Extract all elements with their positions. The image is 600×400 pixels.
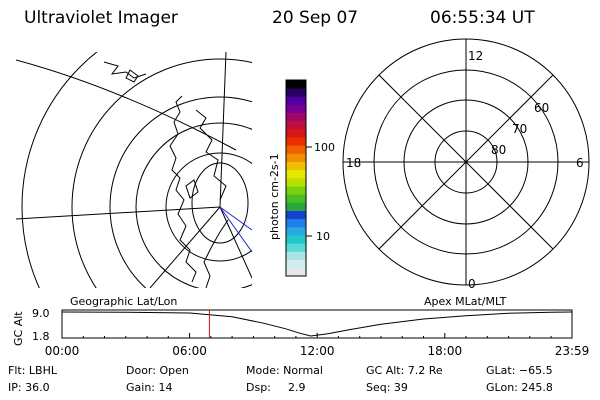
gain-status: Gain: 14 — [126, 381, 173, 394]
colorbar-swatch — [286, 137, 306, 146]
lat-circle — [165, 152, 252, 262]
colorbar-swatch — [286, 259, 306, 269]
colorbar-swatch — [286, 178, 306, 187]
mode-status: Mode: Normal — [246, 364, 323, 377]
timeline-xtick: 18:00 — [428, 344, 463, 358]
colorbar-swatch — [286, 80, 306, 89]
lat-circle — [71, 58, 252, 288]
polar-label-left: 18 — [346, 156, 361, 170]
island-outline — [125, 69, 139, 83]
geographic-map — [16, 52, 252, 288]
date-label: 20 Sep 07 — [272, 8, 359, 28]
timeline-xtick: 12:00 — [300, 344, 335, 358]
gc-alt-status: GC Alt: 7.2 Re — [366, 364, 443, 377]
polar-ring-label-60: 60 — [534, 101, 549, 115]
colorbar-swatch — [286, 251, 306, 260]
instrument-title: Ultraviolet Imager — [24, 8, 178, 28]
lat-circle — [135, 122, 252, 288]
oval-circle — [191, 162, 249, 244]
island-outline — [103, 61, 147, 79]
direction-line — [219, 206, 252, 253]
colorbar-swatch — [286, 88, 306, 97]
colorbar-swatch — [286, 112, 306, 122]
colorbar-unit-label: photon cm-2s-1 — [268, 153, 281, 240]
colorbar-swatch — [286, 210, 306, 220]
timeline-left-title: Geographic Lat/Lon — [70, 295, 177, 308]
colorbar-swatch — [286, 120, 306, 130]
polar-label-top: 12 — [468, 49, 483, 63]
colorbar-swatch — [286, 194, 306, 203]
seq-status: Seq: 39 — [366, 381, 408, 394]
time-label: 06:55:34 UT — [430, 8, 535, 28]
meridian-line — [219, 52, 227, 208]
colorbar-swatch — [286, 243, 306, 252]
island-outline — [185, 179, 199, 199]
ip-status: IP: 36.0 — [8, 381, 50, 394]
coastline — [195, 109, 227, 201]
colorbar-swatch — [286, 169, 306, 179]
lat-circle — [109, 96, 252, 288]
lat-arc — [16, 59, 237, 151]
colorbar-swatch — [286, 227, 306, 236]
colorbar-swatch — [286, 235, 306, 244]
door-status: Door: Open — [126, 364, 189, 377]
timeline-xtick: 23:59 — [555, 344, 590, 358]
timeline-ticks — [61, 333, 573, 338]
lat-circle — [21, 52, 98, 288]
colorbar-tick-10: 10 — [316, 230, 330, 243]
polar-label-right: 6 — [576, 156, 584, 170]
colorbar — [286, 80, 306, 277]
timeline-ylabel: GC Alt — [12, 311, 25, 346]
timeline-xtick: 00:00 — [45, 344, 80, 358]
timeline-ytick-top: 9.0 — [32, 307, 50, 320]
colorbar-swatch — [286, 267, 306, 277]
meridian-line — [219, 206, 252, 279]
colorbar-swatch — [286, 129, 306, 138]
timeline-ytick-bottom: 1.8 — [32, 330, 50, 343]
direction-line — [219, 206, 252, 231]
polar-diagonal — [378, 74, 554, 250]
meridian-line — [16, 206, 221, 220]
colorbar-swatch — [286, 96, 306, 105]
colorbar-swatch — [286, 145, 306, 154]
coastline — [169, 95, 197, 283]
polar-label-bottom: 0 — [468, 277, 476, 291]
polar-grid — [342, 38, 590, 286]
dsp-label: Dsp: — [246, 381, 271, 394]
colorbar-swatch — [286, 104, 306, 113]
colorbar-swatch — [286, 161, 306, 171]
filter-status: Flt: LBHL — [8, 364, 57, 377]
polar-ring-label-80: 80 — [491, 143, 506, 157]
polar-ring-label-70: 70 — [512, 122, 527, 136]
timeline-right-title: Apex MLat/MLT — [424, 295, 507, 308]
meridian-line — [149, 206, 221, 288]
colorbar-swatch — [286, 186, 306, 195]
colorbar-tick-100: 100 — [314, 141, 335, 154]
colorbar-swatch — [286, 202, 306, 211]
colorbar-swatch — [286, 218, 306, 228]
colorbar-frame — [285, 79, 307, 277]
glat-status: GLat: −65.5 — [486, 364, 553, 377]
coastline — [203, 219, 229, 288]
glon-status: GLon: 245.8 — [486, 381, 553, 394]
gc-alt-curve — [61, 311, 572, 337]
timeline-xtick: 06:00 — [172, 344, 207, 358]
colorbar-swatch — [286, 153, 306, 162]
dsp-value: 2.9 — [288, 381, 306, 394]
